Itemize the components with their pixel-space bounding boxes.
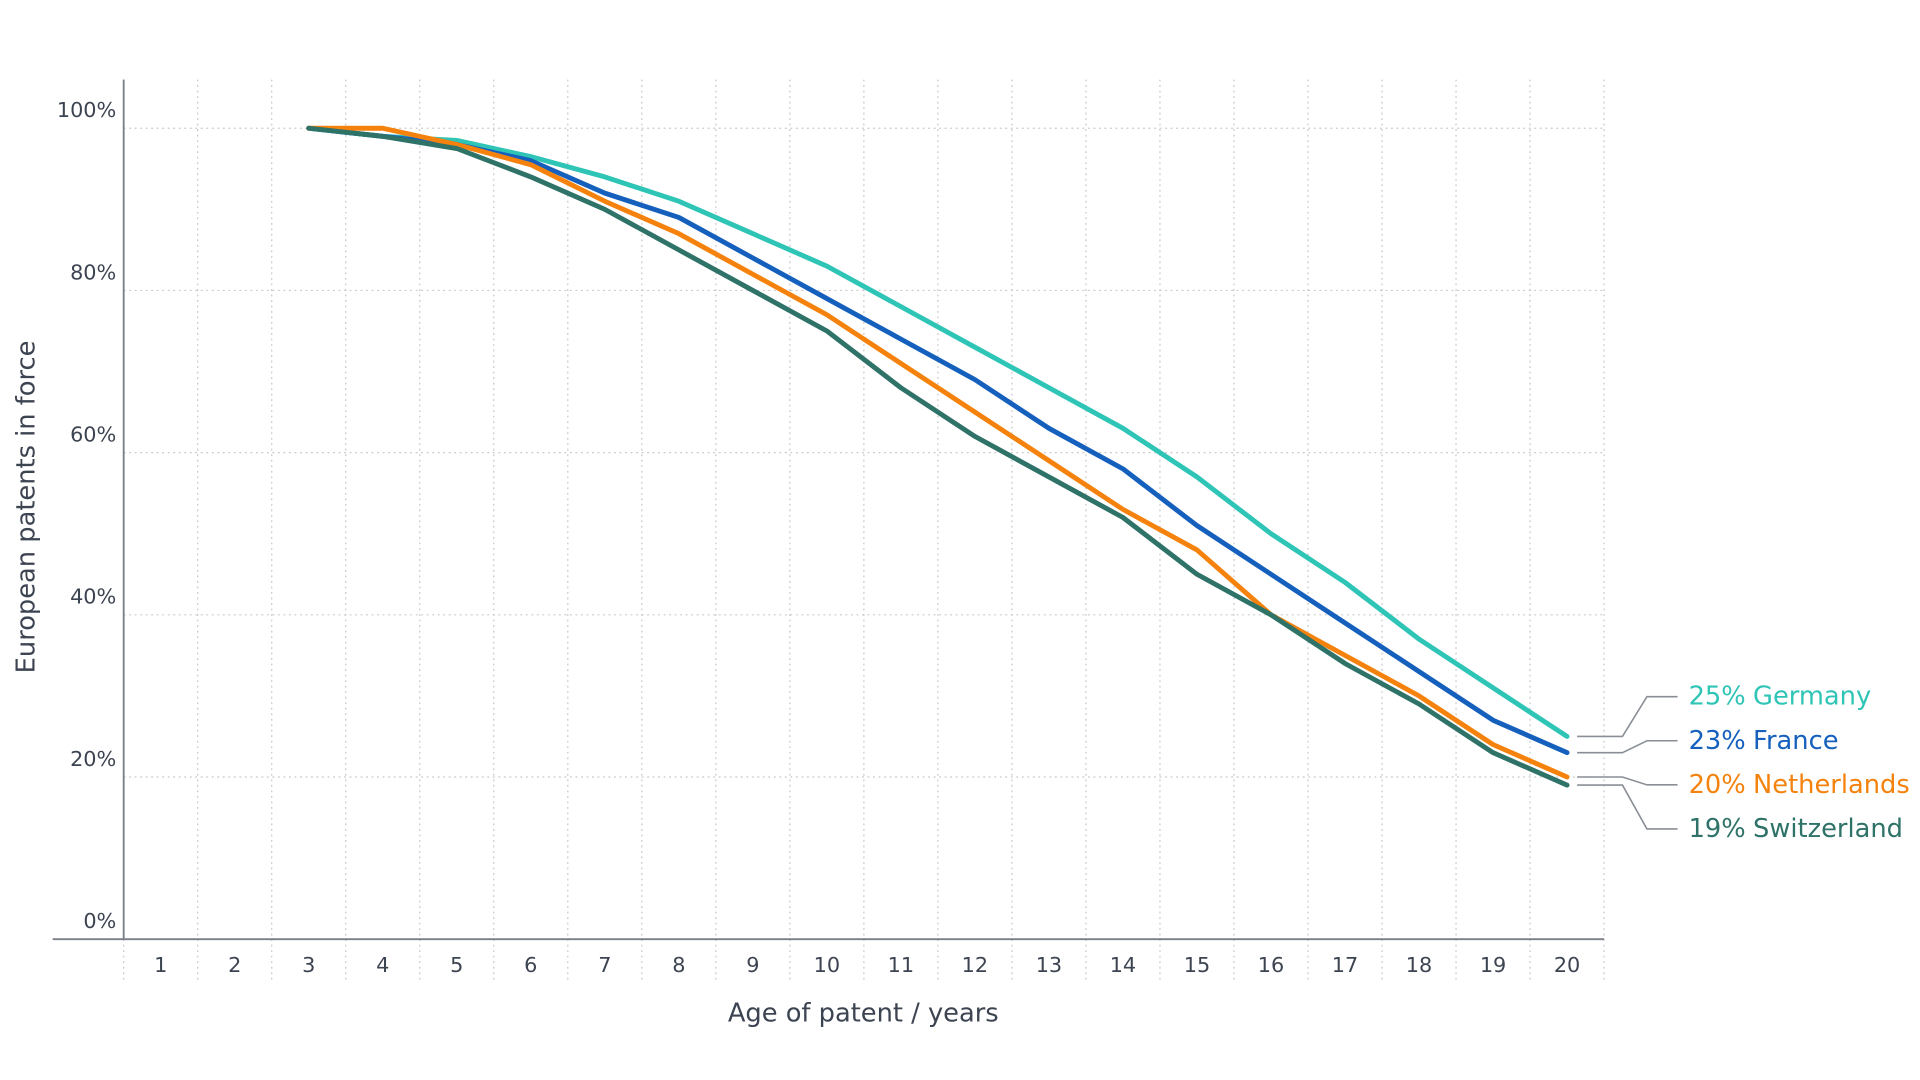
y-axis-title: European patents in force: [11, 341, 41, 674]
end-label: 23%France: [1689, 725, 1839, 755]
x-tick-label: 11: [888, 953, 914, 977]
x-tick-label: 6: [524, 953, 537, 977]
end-label: 20%Netherlands: [1689, 769, 1910, 799]
y-tick-label: 100%: [57, 98, 116, 122]
x-axis-title: Age of patent / years: [728, 998, 999, 1028]
x-tick-label: 15: [1184, 953, 1210, 977]
end-label: 19%Switzerland: [1689, 813, 1903, 843]
x-tick-label: 19: [1480, 953, 1506, 977]
x-tick-label: 9: [746, 953, 759, 977]
y-tick-label: 20%: [70, 747, 116, 771]
y-tick-label: 60%: [70, 422, 116, 446]
leader-line: [1577, 697, 1677, 737]
x-tick-label: 17: [1332, 953, 1358, 977]
leader-line: [1577, 741, 1677, 753]
leader-line: [1577, 785, 1677, 829]
series-name: Germany: [1753, 681, 1871, 711]
end-value-label: 19%: [1689, 813, 1746, 843]
x-tick-label: 20: [1554, 953, 1580, 977]
x-tick-label: 10: [814, 953, 840, 977]
x-tick-label: 14: [1110, 953, 1136, 977]
x-tick-label: 7: [598, 953, 611, 977]
x-tick-label: 1: [154, 953, 167, 977]
y-tick-label: 0%: [83, 909, 116, 933]
x-tick-label: 13: [1036, 953, 1062, 977]
x-tick-label: 2: [228, 953, 241, 977]
series-name: Switzerland: [1753, 813, 1903, 843]
x-tick-label: 18: [1406, 953, 1432, 977]
x-tick-label: 12: [962, 953, 988, 977]
y-tick-label: 80%: [70, 260, 116, 284]
end-value-label: 23%: [1689, 725, 1746, 755]
end-value-label: 25%: [1689, 681, 1746, 711]
series-name: France: [1753, 725, 1838, 755]
x-tick-label: 5: [450, 953, 463, 977]
x-tick-label: 3: [302, 953, 315, 977]
x-tick-label: 4: [376, 953, 389, 977]
end-value-label: 20%: [1689, 769, 1746, 799]
x-tick-label: 8: [672, 953, 685, 977]
series-name: Netherlands: [1753, 769, 1910, 799]
end-label: 25%Germany: [1689, 681, 1872, 711]
leader-line: [1577, 777, 1677, 785]
y-tick-label: 40%: [70, 585, 116, 609]
x-tick-label: 16: [1258, 953, 1284, 977]
